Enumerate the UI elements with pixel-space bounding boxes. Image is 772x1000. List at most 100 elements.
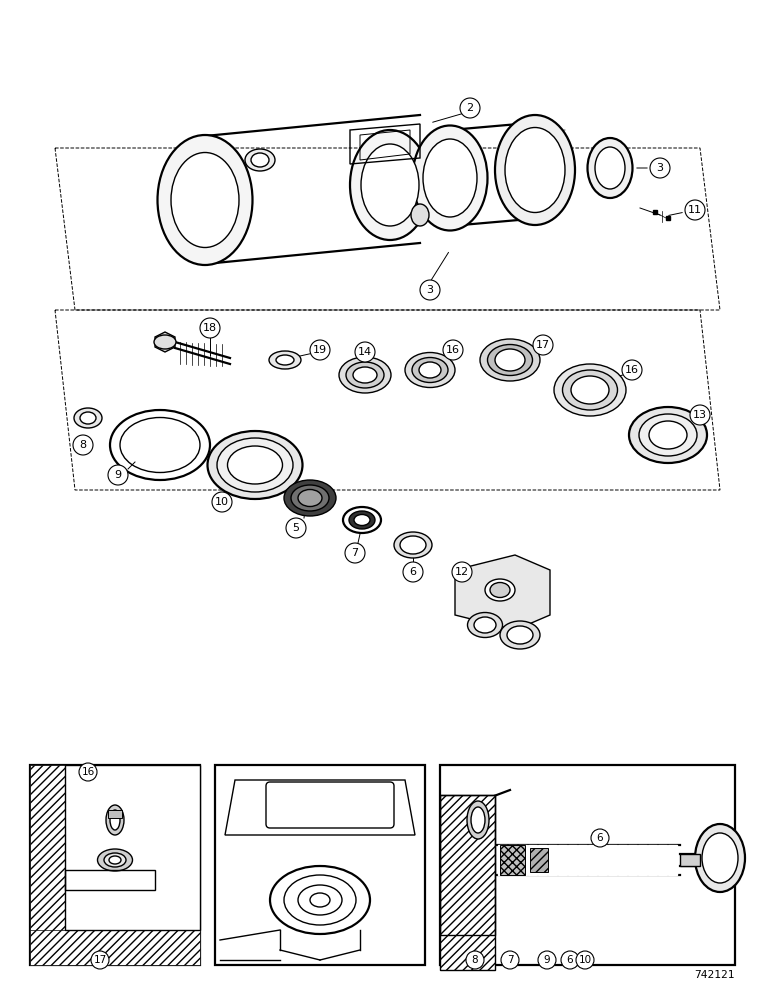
Ellipse shape <box>354 514 370 526</box>
Polygon shape <box>498 845 507 875</box>
Ellipse shape <box>104 853 126 867</box>
Circle shape <box>200 318 220 338</box>
Ellipse shape <box>353 367 377 383</box>
Ellipse shape <box>171 152 239 247</box>
Text: 8: 8 <box>80 440 86 450</box>
Ellipse shape <box>467 801 489 839</box>
Ellipse shape <box>649 421 687 449</box>
Ellipse shape <box>639 414 697 456</box>
Circle shape <box>443 340 463 360</box>
Text: 16: 16 <box>446 345 460 355</box>
Ellipse shape <box>554 364 626 416</box>
Text: 7: 7 <box>351 548 358 558</box>
Circle shape <box>403 562 423 582</box>
Circle shape <box>466 951 484 969</box>
Circle shape <box>108 465 128 485</box>
Text: 10: 10 <box>578 955 591 965</box>
Ellipse shape <box>208 431 303 499</box>
Polygon shape <box>668 845 677 875</box>
Ellipse shape <box>74 408 102 428</box>
Polygon shape <box>568 845 577 875</box>
Ellipse shape <box>284 480 336 516</box>
Ellipse shape <box>245 149 275 171</box>
Ellipse shape <box>154 335 176 349</box>
Circle shape <box>685 200 705 220</box>
Ellipse shape <box>157 135 252 265</box>
Bar <box>215 765 425 965</box>
Text: 16: 16 <box>81 767 95 777</box>
Ellipse shape <box>411 204 429 226</box>
Ellipse shape <box>350 130 430 240</box>
Ellipse shape <box>405 353 455 387</box>
Ellipse shape <box>495 115 575 225</box>
Circle shape <box>591 829 609 847</box>
Ellipse shape <box>228 446 283 484</box>
Ellipse shape <box>571 376 609 404</box>
Ellipse shape <box>471 807 485 833</box>
Circle shape <box>286 518 306 538</box>
Bar <box>65 765 200 930</box>
Ellipse shape <box>485 579 515 601</box>
Text: 3: 3 <box>426 285 434 295</box>
Circle shape <box>622 360 642 380</box>
Ellipse shape <box>563 370 618 410</box>
Polygon shape <box>628 845 637 875</box>
Ellipse shape <box>505 127 565 213</box>
Polygon shape <box>455 555 550 630</box>
Text: 3: 3 <box>656 163 663 173</box>
Bar <box>440 765 735 965</box>
Circle shape <box>212 492 232 512</box>
Ellipse shape <box>361 144 419 226</box>
Polygon shape <box>508 845 517 875</box>
Text: 16: 16 <box>625 365 639 375</box>
Bar <box>65 870 155 890</box>
Ellipse shape <box>412 358 448 382</box>
Bar <box>680 854 700 866</box>
Circle shape <box>561 951 579 969</box>
Text: 14: 14 <box>358 347 372 357</box>
Polygon shape <box>588 845 597 875</box>
Circle shape <box>690 405 710 425</box>
Polygon shape <box>528 845 537 875</box>
Ellipse shape <box>349 511 375 529</box>
Ellipse shape <box>109 856 121 864</box>
Polygon shape <box>618 845 627 875</box>
Text: 8: 8 <box>472 955 479 965</box>
Polygon shape <box>538 845 547 875</box>
Circle shape <box>460 98 480 118</box>
Text: 19: 19 <box>313 345 327 355</box>
Text: 9: 9 <box>543 955 550 965</box>
Circle shape <box>79 763 97 781</box>
Ellipse shape <box>490 582 510 597</box>
Bar <box>30 765 200 965</box>
Ellipse shape <box>468 612 503 638</box>
Polygon shape <box>518 845 527 875</box>
Ellipse shape <box>106 805 124 835</box>
Text: 6: 6 <box>567 955 574 965</box>
Bar <box>30 930 200 965</box>
Ellipse shape <box>595 147 625 189</box>
Circle shape <box>355 342 375 362</box>
Ellipse shape <box>474 617 496 633</box>
Ellipse shape <box>97 849 133 871</box>
Ellipse shape <box>346 362 384 388</box>
Text: 11: 11 <box>688 205 702 215</box>
Text: 17: 17 <box>536 340 550 350</box>
Ellipse shape <box>500 621 540 649</box>
Ellipse shape <box>339 357 391 393</box>
Text: 6: 6 <box>409 567 417 577</box>
Text: 18: 18 <box>203 323 217 333</box>
Bar <box>500 845 525 875</box>
Polygon shape <box>658 845 667 875</box>
Circle shape <box>420 280 440 300</box>
Text: 10: 10 <box>215 497 229 507</box>
Circle shape <box>538 951 556 969</box>
Text: 13: 13 <box>693 410 707 420</box>
Ellipse shape <box>587 138 632 198</box>
Polygon shape <box>155 332 175 352</box>
Bar <box>440 795 495 935</box>
Circle shape <box>650 158 670 178</box>
Bar <box>440 795 495 970</box>
Polygon shape <box>548 845 557 875</box>
Ellipse shape <box>495 349 525 371</box>
